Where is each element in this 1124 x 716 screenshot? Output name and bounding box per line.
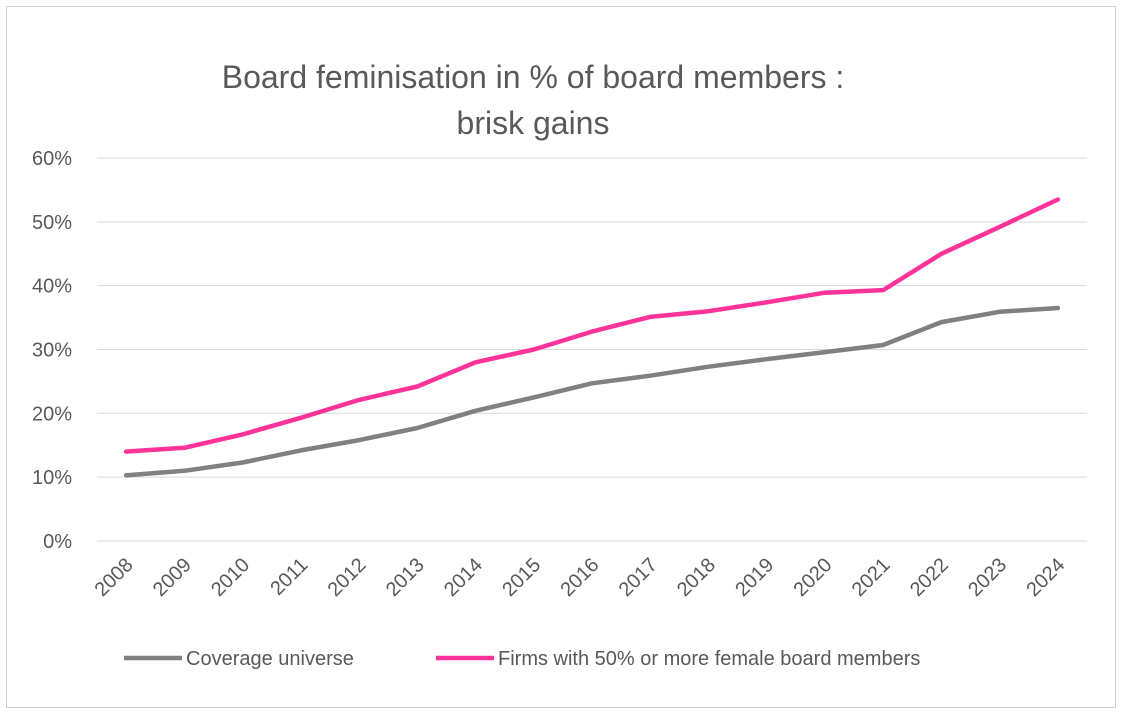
y-tick-label: 20% <box>32 403 72 425</box>
y-tick-label: 30% <box>32 340 72 362</box>
x-tick-label: 2023 <box>964 554 1011 601</box>
series-line <box>123 305 1061 478</box>
y-tick-label: 50% <box>32 212 72 234</box>
chart-title-line-1: Board feminisation in % of board members… <box>222 59 845 95</box>
x-tick-label: 2008 <box>91 554 138 601</box>
y-tick-label: 0% <box>43 531 72 553</box>
y-tick-label: 60% <box>32 148 72 170</box>
legend-label: Coverage universe <box>186 648 354 670</box>
x-tick-label: 2017 <box>615 554 662 601</box>
x-tick-label: 2022 <box>906 554 953 601</box>
series-line <box>123 197 1061 454</box>
x-tick-label: 2024 <box>1022 554 1069 601</box>
chart-frame <box>6 6 1116 708</box>
x-tick-label: 2020 <box>789 554 836 601</box>
x-tick-label: 2018 <box>673 554 720 601</box>
gridlines <box>97 157 1087 542</box>
x-tick-label: 2010 <box>207 554 254 601</box>
x-tick-label: 2009 <box>149 554 196 601</box>
x-tick-label: 2021 <box>848 554 895 601</box>
y-tick-label: 10% <box>32 467 72 489</box>
legend: Coverage universe Firms with 50% or more … <box>124 648 920 670</box>
x-tick-label: 2015 <box>498 554 545 601</box>
x-tick-label: 2011 <box>266 554 312 600</box>
x-tick-label: 2019 <box>731 554 778 601</box>
x-tick-label: 2016 <box>557 554 604 601</box>
x-tick-label: 2013 <box>382 554 429 601</box>
y-axis-ticks: 0% 10% 20% 30% 40% 50% 60% <box>32 148 72 553</box>
x-tick-label: 2012 <box>324 554 371 601</box>
legend-label: Firms with 50% or more female board memb… <box>498 648 920 670</box>
y-tick-label: 40% <box>32 276 72 298</box>
series-lines <box>123 197 1061 478</box>
x-axis-ticks: 2008 2009 2010 2011 2012 2013 2014 2015 2016 2017… <box>91 554 1070 601</box>
chart-title-line-2: brisk gains <box>457 105 610 141</box>
x-tick-label: 2014 <box>440 554 487 601</box>
